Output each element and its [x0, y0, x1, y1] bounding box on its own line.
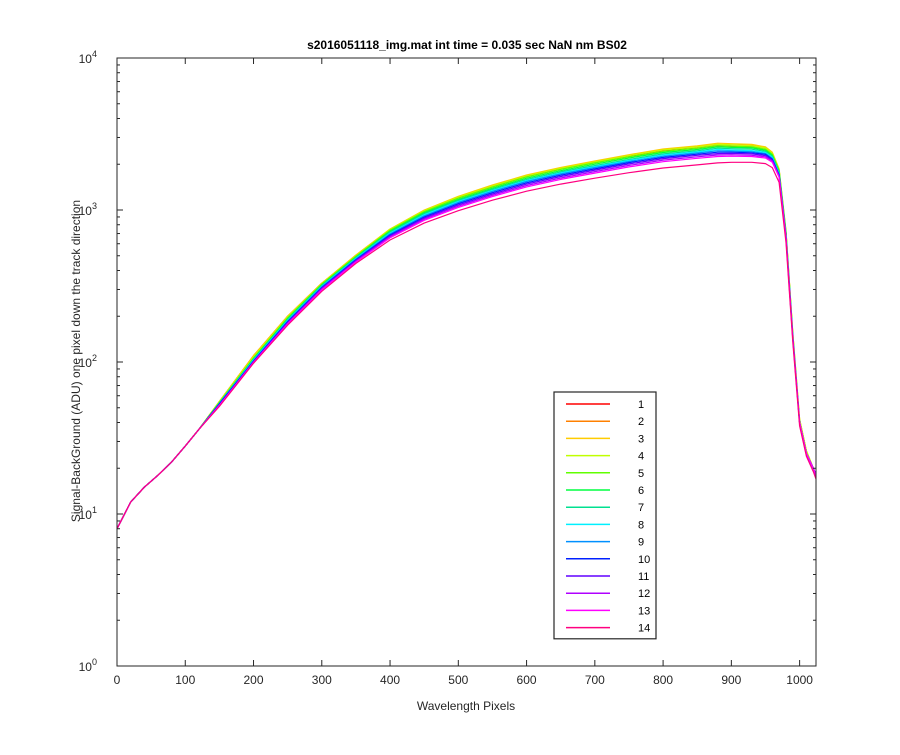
y-tick-label-100: 102 — [79, 353, 97, 370]
x-tick-label-1000: 1000 — [786, 673, 813, 687]
legend-label-4: 4 — [638, 451, 644, 463]
legend-label-14: 14 — [638, 623, 650, 635]
x-tick-label-100: 100 — [175, 673, 195, 687]
x-tick-label-0: 0 — [114, 673, 121, 687]
legend-label-13: 13 — [638, 605, 650, 617]
x-tick-label-500: 500 — [448, 673, 468, 687]
legend-label-6: 6 — [638, 485, 644, 497]
legend-label-8: 8 — [638, 519, 644, 531]
y-axis-label: Signal-BackGround (ADU) one pixel down t… — [69, 200, 83, 522]
x-tick-label-400: 400 — [380, 673, 400, 687]
y-tick-label-10: 101 — [79, 505, 97, 522]
legend-label-3: 3 — [638, 433, 644, 445]
legend-label-5: 5 — [638, 468, 644, 480]
x-tick-label-300: 300 — [312, 673, 332, 687]
series-group — [117, 142, 816, 529]
legend-label-11: 11 — [638, 571, 649, 583]
legend-label-12: 12 — [638, 588, 650, 600]
x-axis-label: Wavelength Pixels — [417, 699, 515, 713]
x-tick-label-900: 900 — [721, 673, 741, 687]
legend-label-10: 10 — [638, 554, 650, 566]
legend-label-2: 2 — [638, 416, 644, 428]
y-tick-label-10000: 104 — [79, 49, 97, 66]
x-tick-label-600: 600 — [517, 673, 537, 687]
plot-background — [117, 58, 816, 666]
series-line-14 — [117, 161, 816, 529]
y-tick-label-1: 100 — [79, 657, 97, 674]
x-tick-label-700: 700 — [585, 673, 605, 687]
legend-label-9: 9 — [638, 537, 644, 549]
legend-label-7: 7 — [638, 502, 644, 514]
legend-box — [553, 391, 657, 640]
x-tick-label-800: 800 — [653, 673, 673, 687]
x-tick-label-200: 200 — [244, 673, 264, 687]
y-tick-label-1000: 103 — [79, 201, 97, 218]
legend-label-1: 1 — [638, 399, 644, 411]
chart-title: s2016051118_img.mat int time = 0.035 sec… — [307, 38, 627, 52]
plot-area: 0 100 200 300 400 500 600 700 800 900 100010010110… — [79, 49, 817, 687]
